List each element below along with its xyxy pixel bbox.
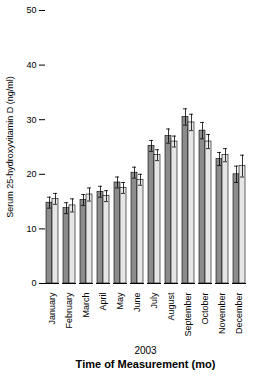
svg-text:April: April <box>98 293 108 311</box>
svg-text:October: October <box>200 292 210 324</box>
svg-text:August: August <box>166 292 176 321</box>
svg-text:September: September <box>183 293 193 337</box>
svg-text:February: February <box>64 292 74 329</box>
svg-text:0: 0 <box>31 278 36 288</box>
svg-text:30: 30 <box>26 115 36 125</box>
svg-text:20: 20 <box>26 169 36 179</box>
svg-text:November: November <box>217 292 227 334</box>
svg-text:January: January <box>47 292 57 325</box>
svg-text:March: March <box>81 293 91 318</box>
svg-text:May: May <box>115 292 125 310</box>
svg-text:June: June <box>132 293 142 313</box>
svg-text:Serum 25-hydroxyvitamin D (ng/: Serum 25-hydroxyvitamin D (ng/ml) <box>5 76 15 218</box>
html-text:2003: 2003 <box>134 345 157 356</box>
svg-text:50: 50 <box>26 5 36 15</box>
svg-text:December: December <box>234 292 244 334</box>
svg-text:July: July <box>149 292 159 309</box>
html-text:Time of Measurement (mo): Time of Measurement (mo) <box>75 358 216 370</box>
svg-text:40: 40 <box>26 60 36 70</box>
svg-text:10: 10 <box>26 224 36 234</box>
